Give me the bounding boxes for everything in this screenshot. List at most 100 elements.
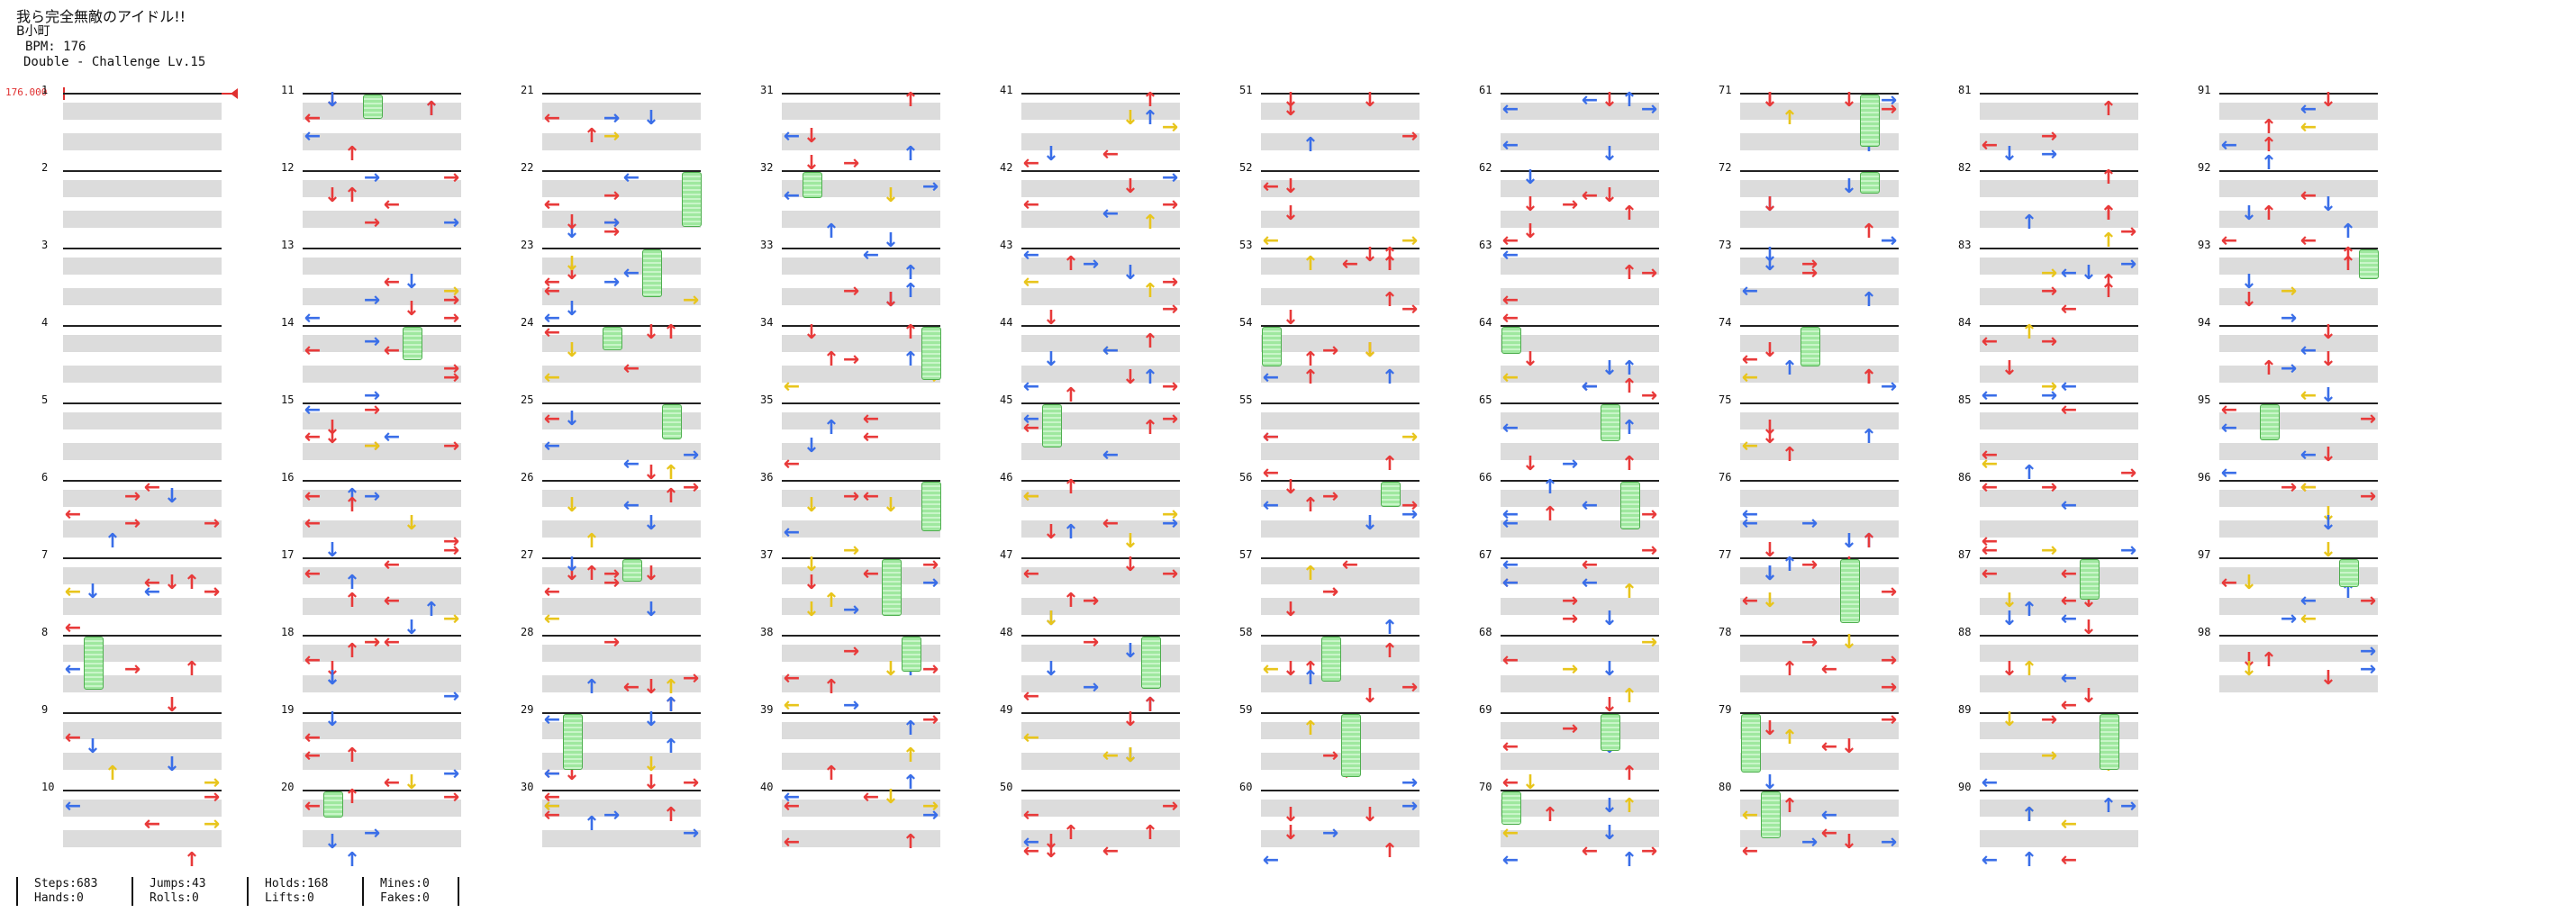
step-arrow: ↓	[882, 230, 900, 252]
beat-stripe	[63, 490, 222, 507]
step-arrow: ←	[304, 107, 322, 130]
step-arrow: →	[1561, 590, 1579, 612]
beat-stripe	[542, 443, 701, 460]
step-arrow: ↓	[563, 408, 581, 430]
beat-stripe	[1740, 722, 1899, 739]
step-arrow: ↑	[1381, 840, 1399, 863]
measure: 46 ↑ ← ← ← → ↓ ↓ → ↑	[1000, 471, 1180, 552]
step-arrow: ↑	[1381, 253, 1399, 276]
beat-stripe	[303, 567, 461, 584]
step-arrow: ←	[2060, 262, 2078, 285]
step-arrow: ←	[1501, 98, 1519, 121]
step-arrow: ↓	[1601, 185, 1619, 207]
step-arrow: ↓	[323, 89, 341, 112]
measure-line	[303, 480, 461, 482]
measure: 47 → ← → ↓ → ↓ ↓ ↑	[1000, 548, 1180, 629]
step-arrow: →	[603, 185, 621, 207]
beat-stripe	[303, 258, 461, 275]
step-arrow: ←	[2299, 384, 2317, 407]
measure-line	[2219, 557, 2378, 559]
step-arrow: ↑	[1860, 426, 1878, 448]
measure: 73 → ↑ ↓ ↓ ← →	[1719, 239, 1899, 318]
measure: 68 → ← ↓ ↑ ↓ →	[1479, 626, 1659, 716]
step-arrow: ↑	[1620, 453, 1638, 475]
step-arrow: →	[203, 512, 221, 535]
step-arrow: ↑	[1141, 330, 1159, 353]
measure-line	[1740, 402, 1899, 404]
step-arrow: →	[442, 530, 460, 553]
measure: 3	[41, 239, 222, 318]
measure-number: 11	[281, 84, 295, 96]
step-arrow: →	[1561, 194, 1579, 216]
measure-line	[303, 712, 461, 714]
measure: 94 ← ← → ↓ ↓ ↓ ↑	[2198, 316, 2378, 406]
stat-group: Holds:168 Lifts:0	[247, 877, 342, 906]
measure-number: 5	[41, 393, 49, 406]
measure-line	[63, 325, 222, 327]
hold-note	[603, 327, 622, 350]
step-arrow: →	[1401, 125, 1419, 148]
step-arrow: ↓	[1840, 89, 1858, 112]
step-arrow: →	[1401, 426, 1419, 448]
measure: 61 ← ← ↑ ← → ↓ ↓	[1479, 84, 1659, 165]
step-arrow: ←	[1501, 134, 1519, 157]
step-arrow: ↓	[563, 221, 581, 243]
beat-stripe	[1501, 211, 1659, 228]
step-arrow: ↑	[662, 804, 680, 827]
step-arrow: ←	[1022, 244, 1040, 267]
measure-number: 55	[1239, 393, 1253, 406]
measure: 28 ↑ ← → → ↓ ↑ ↑ ↑	[521, 626, 701, 716]
step-arrow: ↓	[563, 563, 581, 585]
step-arrow: →	[1800, 253, 1819, 276]
measure-number: 51	[1239, 84, 1253, 96]
step-arrow: ←	[304, 107, 322, 130]
measure: 40 ← ↑ → ← ← ↓ ← →	[760, 781, 940, 860]
step-arrow: ↓	[84, 736, 102, 758]
step-arrow: ←	[1501, 417, 1519, 439]
step-arrow: ↑	[2020, 804, 2038, 827]
step-arrow: ↓	[803, 599, 821, 621]
step-arrow: →	[1082, 631, 1100, 654]
step-arrow: →	[1161, 503, 1179, 526]
step-arrow: →	[442, 289, 460, 312]
step-arrow: ↓	[1121, 107, 1139, 130]
step-arrow: ↓	[2000, 709, 2018, 731]
step-arrow: ←	[304, 727, 322, 749]
step-arrow: ↓	[1761, 194, 1779, 216]
step-arrow: ↓	[2240, 289, 2258, 312]
step-arrow: ←	[1501, 554, 1519, 576]
step-arrow: →	[2040, 330, 2058, 353]
step-arrow: ←	[543, 763, 561, 785]
step-arrow: →	[203, 786, 221, 809]
step-arrow: ←	[622, 357, 640, 380]
step-arrow: ↓	[2080, 617, 2098, 639]
step-arrow: ↓	[1042, 143, 1060, 166]
step-arrow: →	[2359, 640, 2377, 663]
measure-line	[2219, 325, 2378, 327]
step-arrow: ↑	[1381, 244, 1399, 267]
beat-stripe	[63, 830, 222, 847]
beat-stripe	[1021, 675, 1180, 692]
step-arrow: ↑	[2339, 581, 2357, 603]
measure-number: 65	[1479, 393, 1492, 406]
measure-number: 13	[281, 239, 295, 251]
step-arrow: ←	[783, 521, 801, 544]
measure-number: 26	[521, 471, 534, 484]
measure: 18 → ↑ ← → ← ↓ ↓ ↓ →	[281, 626, 461, 707]
step-arrow: →	[603, 125, 621, 148]
step-arrow: ↑	[583, 530, 601, 553]
measure-number: 66	[1479, 471, 1492, 484]
measure-line	[542, 93, 701, 95]
step-arrow: ↑	[1302, 494, 1320, 517]
measure-line	[1021, 635, 1180, 637]
step-arrow: ←	[1820, 736, 1838, 758]
measure-number: 54	[1239, 316, 1253, 329]
beat-stripe	[1740, 675, 1899, 692]
beat-stripe	[303, 675, 461, 692]
step-arrow: ←	[1102, 840, 1120, 863]
step-arrow: ↑	[2260, 357, 2278, 380]
measure-line	[1501, 635, 1659, 637]
step-arrow: →	[1401, 298, 1419, 321]
beat-stripe	[63, 753, 222, 770]
step-arrow: →	[2119, 795, 2137, 818]
